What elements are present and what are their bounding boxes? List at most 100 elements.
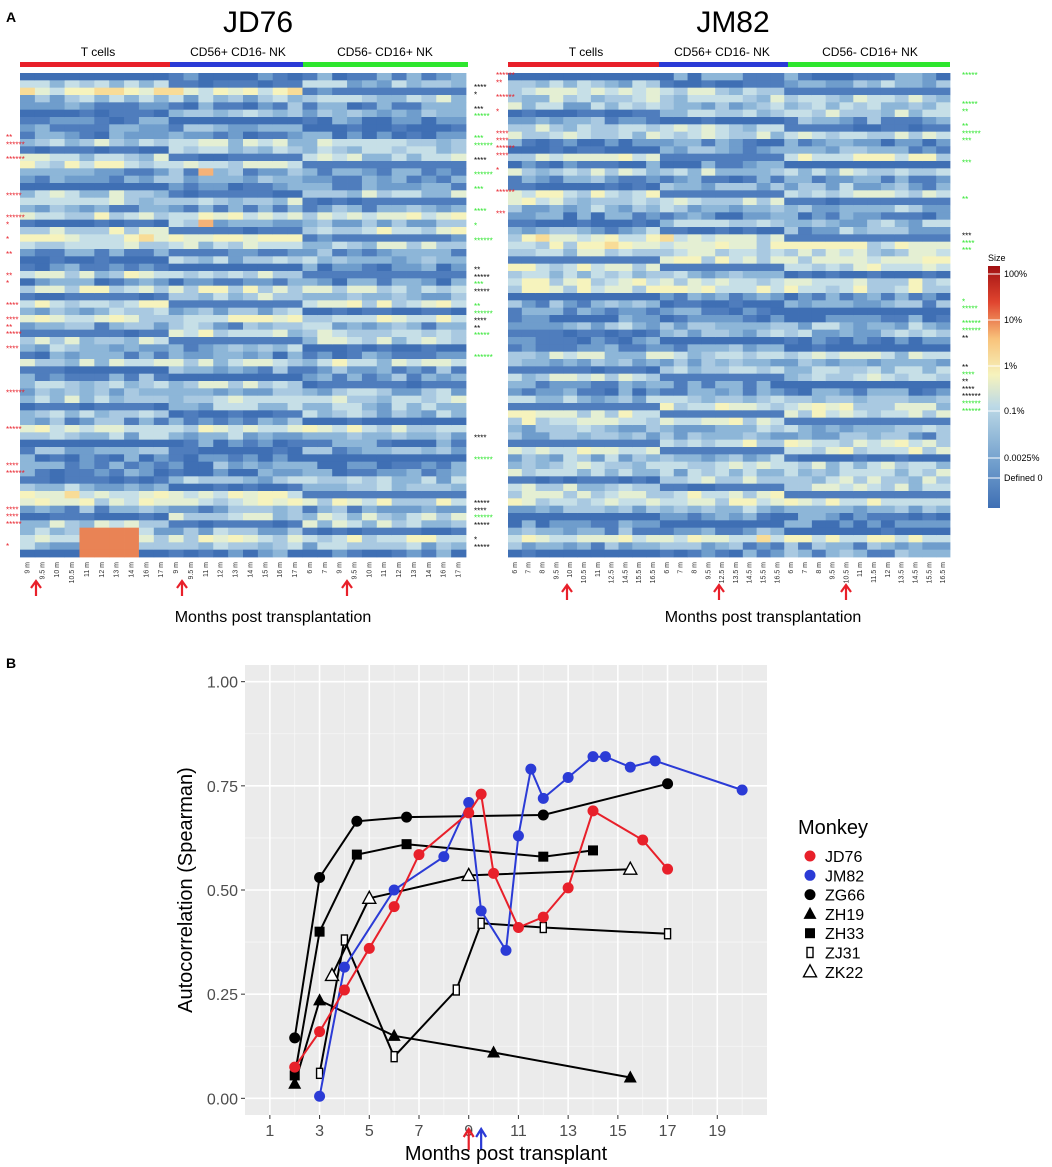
heatmap-cell <box>770 527 785 536</box>
heatmap-cell <box>94 483 110 492</box>
heatmap-cell <box>49 542 65 551</box>
heatmap-cell <box>436 139 452 147</box>
heatmap-cell <box>198 271 214 279</box>
heatmap-cell <box>257 454 274 463</box>
heatmap-cell <box>64 271 80 279</box>
heatmap-cell <box>535 505 550 514</box>
heatmap-cell <box>853 219 868 228</box>
heatmap-cell <box>701 278 716 287</box>
heatmap-cell <box>153 359 170 367</box>
heatmap-cell <box>317 549 333 558</box>
heatmap-cell <box>302 131 318 140</box>
heatmap-cell <box>168 249 184 257</box>
heatmap-cell <box>590 87 606 96</box>
heatmap-cell <box>742 425 758 433</box>
heatmap-cell <box>646 447 661 455</box>
heatmap-cell <box>421 146 437 155</box>
heatmap-cell <box>535 249 550 257</box>
heatmap-cell <box>421 527 437 536</box>
heatmap-cell <box>673 205 688 213</box>
heatmap-cell <box>535 227 550 235</box>
heatmap-cell <box>228 271 244 279</box>
heatmap-cell <box>563 183 578 191</box>
heatmap-cell <box>153 549 170 558</box>
heatmap-cell <box>880 403 896 411</box>
heatmap-cell <box>632 337 647 345</box>
heatmap-cell <box>632 388 647 397</box>
heatmap-cell <box>535 80 550 89</box>
heatmap-cell <box>577 491 592 499</box>
heatmap-cell <box>20 535 36 543</box>
data-point <box>363 942 375 954</box>
heatmap-cell <box>243 256 259 265</box>
heatmap-cell <box>508 498 523 507</box>
heatmap-cell <box>183 447 199 455</box>
heatmap-cell <box>421 469 437 477</box>
heatmap-cell <box>183 432 199 441</box>
heatmap-cell <box>508 520 523 529</box>
heatmap-cell <box>302 366 318 375</box>
heatmap-cell <box>729 212 744 221</box>
heatmap-cell <box>168 469 184 477</box>
heatmap-cell <box>839 131 854 140</box>
heatmap-cell <box>287 344 303 353</box>
heatmap-cell <box>124 307 140 316</box>
heatmap-cell <box>521 505 537 514</box>
heatmap-cell <box>228 95 244 103</box>
heatmap-cell <box>535 432 550 441</box>
heatmap-cell <box>894 183 909 191</box>
heatmap-cell <box>894 359 909 367</box>
heatmap-cell <box>521 410 537 419</box>
heatmap-cell <box>391 373 407 382</box>
heatmap-cell <box>798 293 813 301</box>
heatmap-cell <box>317 491 333 499</box>
heatmap-cell <box>302 278 318 287</box>
heatmap-cell <box>20 73 36 81</box>
heatmap-cell <box>168 205 184 213</box>
heatmap-cell <box>79 249 95 257</box>
heatmap-cell <box>332 124 348 133</box>
heatmap-cell <box>577 102 592 111</box>
column-label: 10 m <box>567 562 574 578</box>
heatmap-cell <box>198 249 214 257</box>
heatmap-cell <box>756 344 771 353</box>
heatmap-cell <box>659 212 675 221</box>
heatmap-cell <box>825 337 840 345</box>
heatmap-cell <box>213 549 229 558</box>
heatmap-cell <box>34 535 51 543</box>
heatmap-cell <box>604 469 619 477</box>
heatmap-cell <box>784 373 799 382</box>
heatmap-cell <box>908 322 923 331</box>
heatmap-cell <box>317 373 333 382</box>
heatmap-cell <box>756 212 771 221</box>
heatmap-cell <box>436 549 452 558</box>
heatmap-cell <box>867 205 882 213</box>
heatmap-cell <box>406 87 422 96</box>
heatmap-cell <box>632 359 647 367</box>
heatmap-cell <box>79 359 95 367</box>
heatmap-cell <box>79 146 95 155</box>
heatmap-cell <box>376 395 393 404</box>
heatmap-cell <box>742 73 758 81</box>
heatmap-cell <box>908 278 923 287</box>
heatmap-cell <box>784 322 799 331</box>
data-point <box>736 784 748 796</box>
heatmap-cell <box>604 373 619 382</box>
heatmap-cell <box>770 219 785 228</box>
heatmap-cell <box>198 322 214 331</box>
heatmap-cell <box>183 395 199 404</box>
heatmap-cell <box>770 87 785 96</box>
heatmap-cell <box>632 307 647 316</box>
heatmap-cell <box>756 439 771 448</box>
heatmap-cell <box>590 491 606 499</box>
heatmap-cell <box>361 329 378 338</box>
heatmap-cell <box>632 205 647 213</box>
heatmap-cell <box>908 498 923 507</box>
heatmap-cell <box>784 329 799 338</box>
heatmap-cell <box>317 300 333 309</box>
legend-label: JM82 <box>825 868 864 885</box>
heatmap-cell <box>563 329 578 338</box>
heatmap-cell <box>436 249 452 257</box>
heatmap-cell <box>590 549 606 558</box>
heatmap-cell <box>391 542 407 551</box>
